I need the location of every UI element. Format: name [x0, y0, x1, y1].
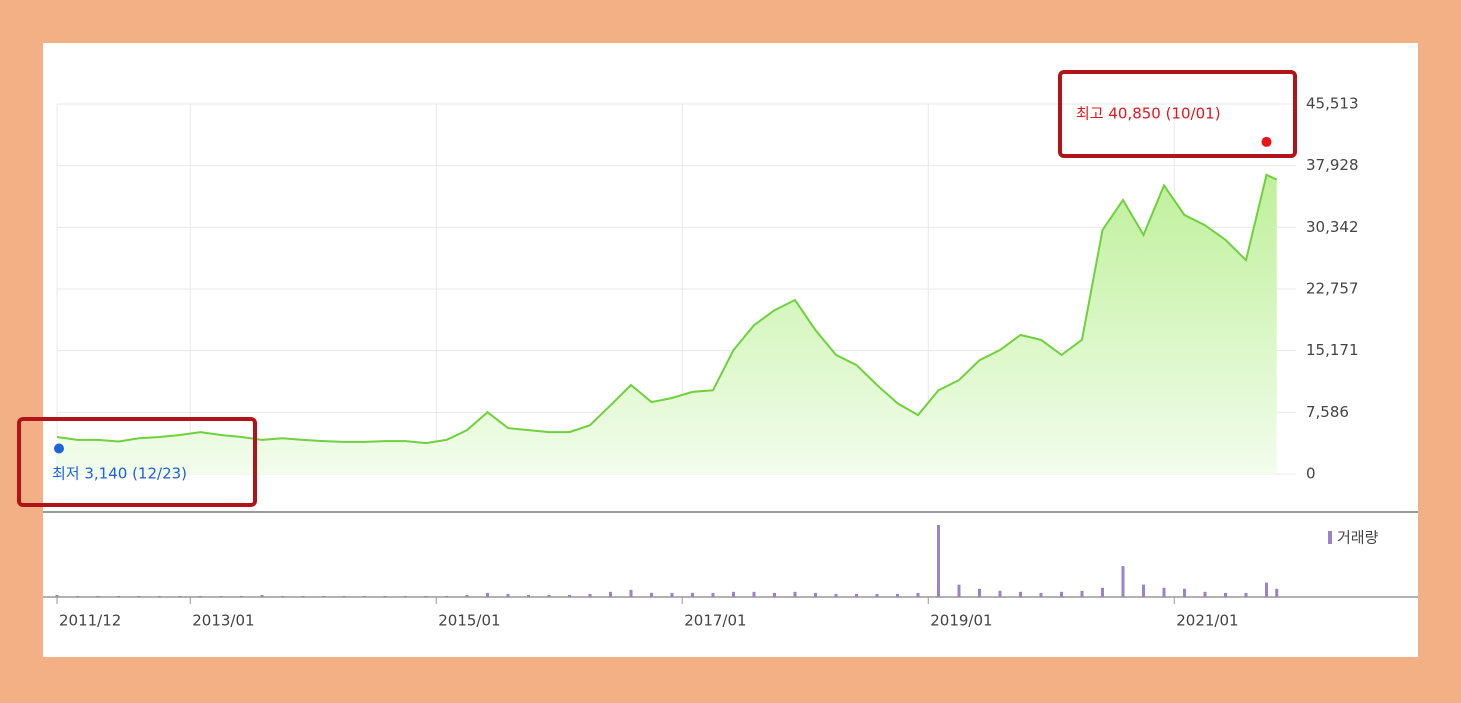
- volume-bar: [240, 595, 243, 597]
- volume-bar: [96, 595, 100, 597]
- volume-bar: [1039, 592, 1043, 597]
- volume-bar: [752, 591, 756, 597]
- y-tick-label: 37,928: [1306, 156, 1359, 174]
- volume-bar: [137, 595, 141, 597]
- volume-bar: [1244, 592, 1248, 597]
- volume-bar: [629, 589, 633, 597]
- volume-bar: [55, 594, 59, 597]
- high-marker: [1261, 136, 1272, 147]
- volume-bar: [834, 593, 838, 597]
- x-tick-label: 2021/01: [1176, 612, 1238, 630]
- x-tick-label: 2011/12: [59, 612, 121, 630]
- volume-bar: [896, 593, 899, 597]
- volume-bar: [178, 595, 182, 597]
- volume-bar: [650, 592, 653, 597]
- low-label: 최저 3,140 (12/23): [52, 465, 187, 483]
- price-line: [56, 173, 1278, 445]
- volume-bar: [1080, 590, 1084, 597]
- volume-bar: [1060, 591, 1063, 597]
- volume-bar: [322, 595, 325, 597]
- volume-bar: [670, 592, 674, 597]
- volume-bar: [1142, 584, 1145, 597]
- volume-bar: [342, 595, 346, 597]
- y-tick-label: 45,513: [1306, 95, 1359, 113]
- volume-bar: [1203, 591, 1207, 597]
- volume-bar: [691, 592, 694, 597]
- volume-bar: [219, 595, 223, 597]
- volume-bar: [916, 592, 920, 597]
- volume-bar: [568, 594, 571, 597]
- volume-bar: [404, 595, 407, 597]
- volume-bar: [1275, 588, 1279, 597]
- highlight-box: [17, 417, 257, 507]
- volume-bar: [76, 595, 79, 597]
- volume-bar: [732, 591, 735, 597]
- volume-bar: [773, 592, 776, 597]
- volume-bar: [937, 525, 940, 597]
- volume-bar: [1162, 587, 1166, 597]
- volume-bar: [281, 595, 284, 597]
- x-tick-label: 2019/01: [930, 612, 992, 630]
- low-marker: [54, 443, 64, 454]
- volume-bar: [1101, 587, 1104, 597]
- volume-bar: [855, 593, 858, 597]
- y-tick-label: 7,586: [1306, 403, 1349, 421]
- volume-bar: [363, 595, 366, 597]
- volume-bar: [486, 592, 489, 597]
- volume-bar: [1019, 591, 1022, 597]
- volume-bar: [383, 595, 387, 597]
- y-tick-label: 15,171: [1306, 341, 1359, 359]
- volume-bar: [547, 594, 551, 597]
- volume-bar: [875, 593, 879, 597]
- volume-bar: [793, 591, 797, 597]
- highlight-box: [1058, 70, 1297, 158]
- volume-bar: [814, 592, 817, 597]
- volume-bar: [506, 593, 510, 597]
- legend-swatch: [1328, 531, 1332, 544]
- volume-bar: [998, 590, 1002, 597]
- y-tick-label: 22,757: [1306, 279, 1359, 297]
- volume-bar: [609, 591, 612, 597]
- volume-bar: [1121, 566, 1125, 597]
- x-tick-label: 2013/01: [192, 612, 254, 630]
- x-tick-label: 2017/01: [684, 612, 746, 630]
- high-label: 최고 40,850 (10/01): [1076, 105, 1221, 123]
- volume-bar: [1183, 588, 1186, 597]
- volume-bar: [527, 594, 530, 597]
- volume-bar: [117, 595, 120, 597]
- volume-bar: [424, 595, 428, 597]
- volume-bar: [260, 594, 264, 597]
- area-fill: [57, 174, 1277, 474]
- volume-bar: [1265, 582, 1268, 597]
- volume-bar: [978, 588, 981, 597]
- x-tick-label: 2015/01: [438, 612, 500, 630]
- volume-bar: [588, 593, 592, 597]
- volume-bar: [711, 592, 715, 597]
- y-tick-label: 30,342: [1306, 218, 1359, 236]
- legend-label: 거래량: [1337, 529, 1379, 547]
- volume-bar: [301, 595, 305, 597]
- volume-bar: [445, 595, 448, 597]
- volume-bar: [465, 594, 469, 597]
- volume-bar: [1224, 592, 1227, 597]
- volume-bar: [957, 584, 961, 597]
- volume-bar: [158, 595, 161, 597]
- volume-bar: [199, 595, 202, 597]
- y-tick-label: 0: [1306, 465, 1316, 483]
